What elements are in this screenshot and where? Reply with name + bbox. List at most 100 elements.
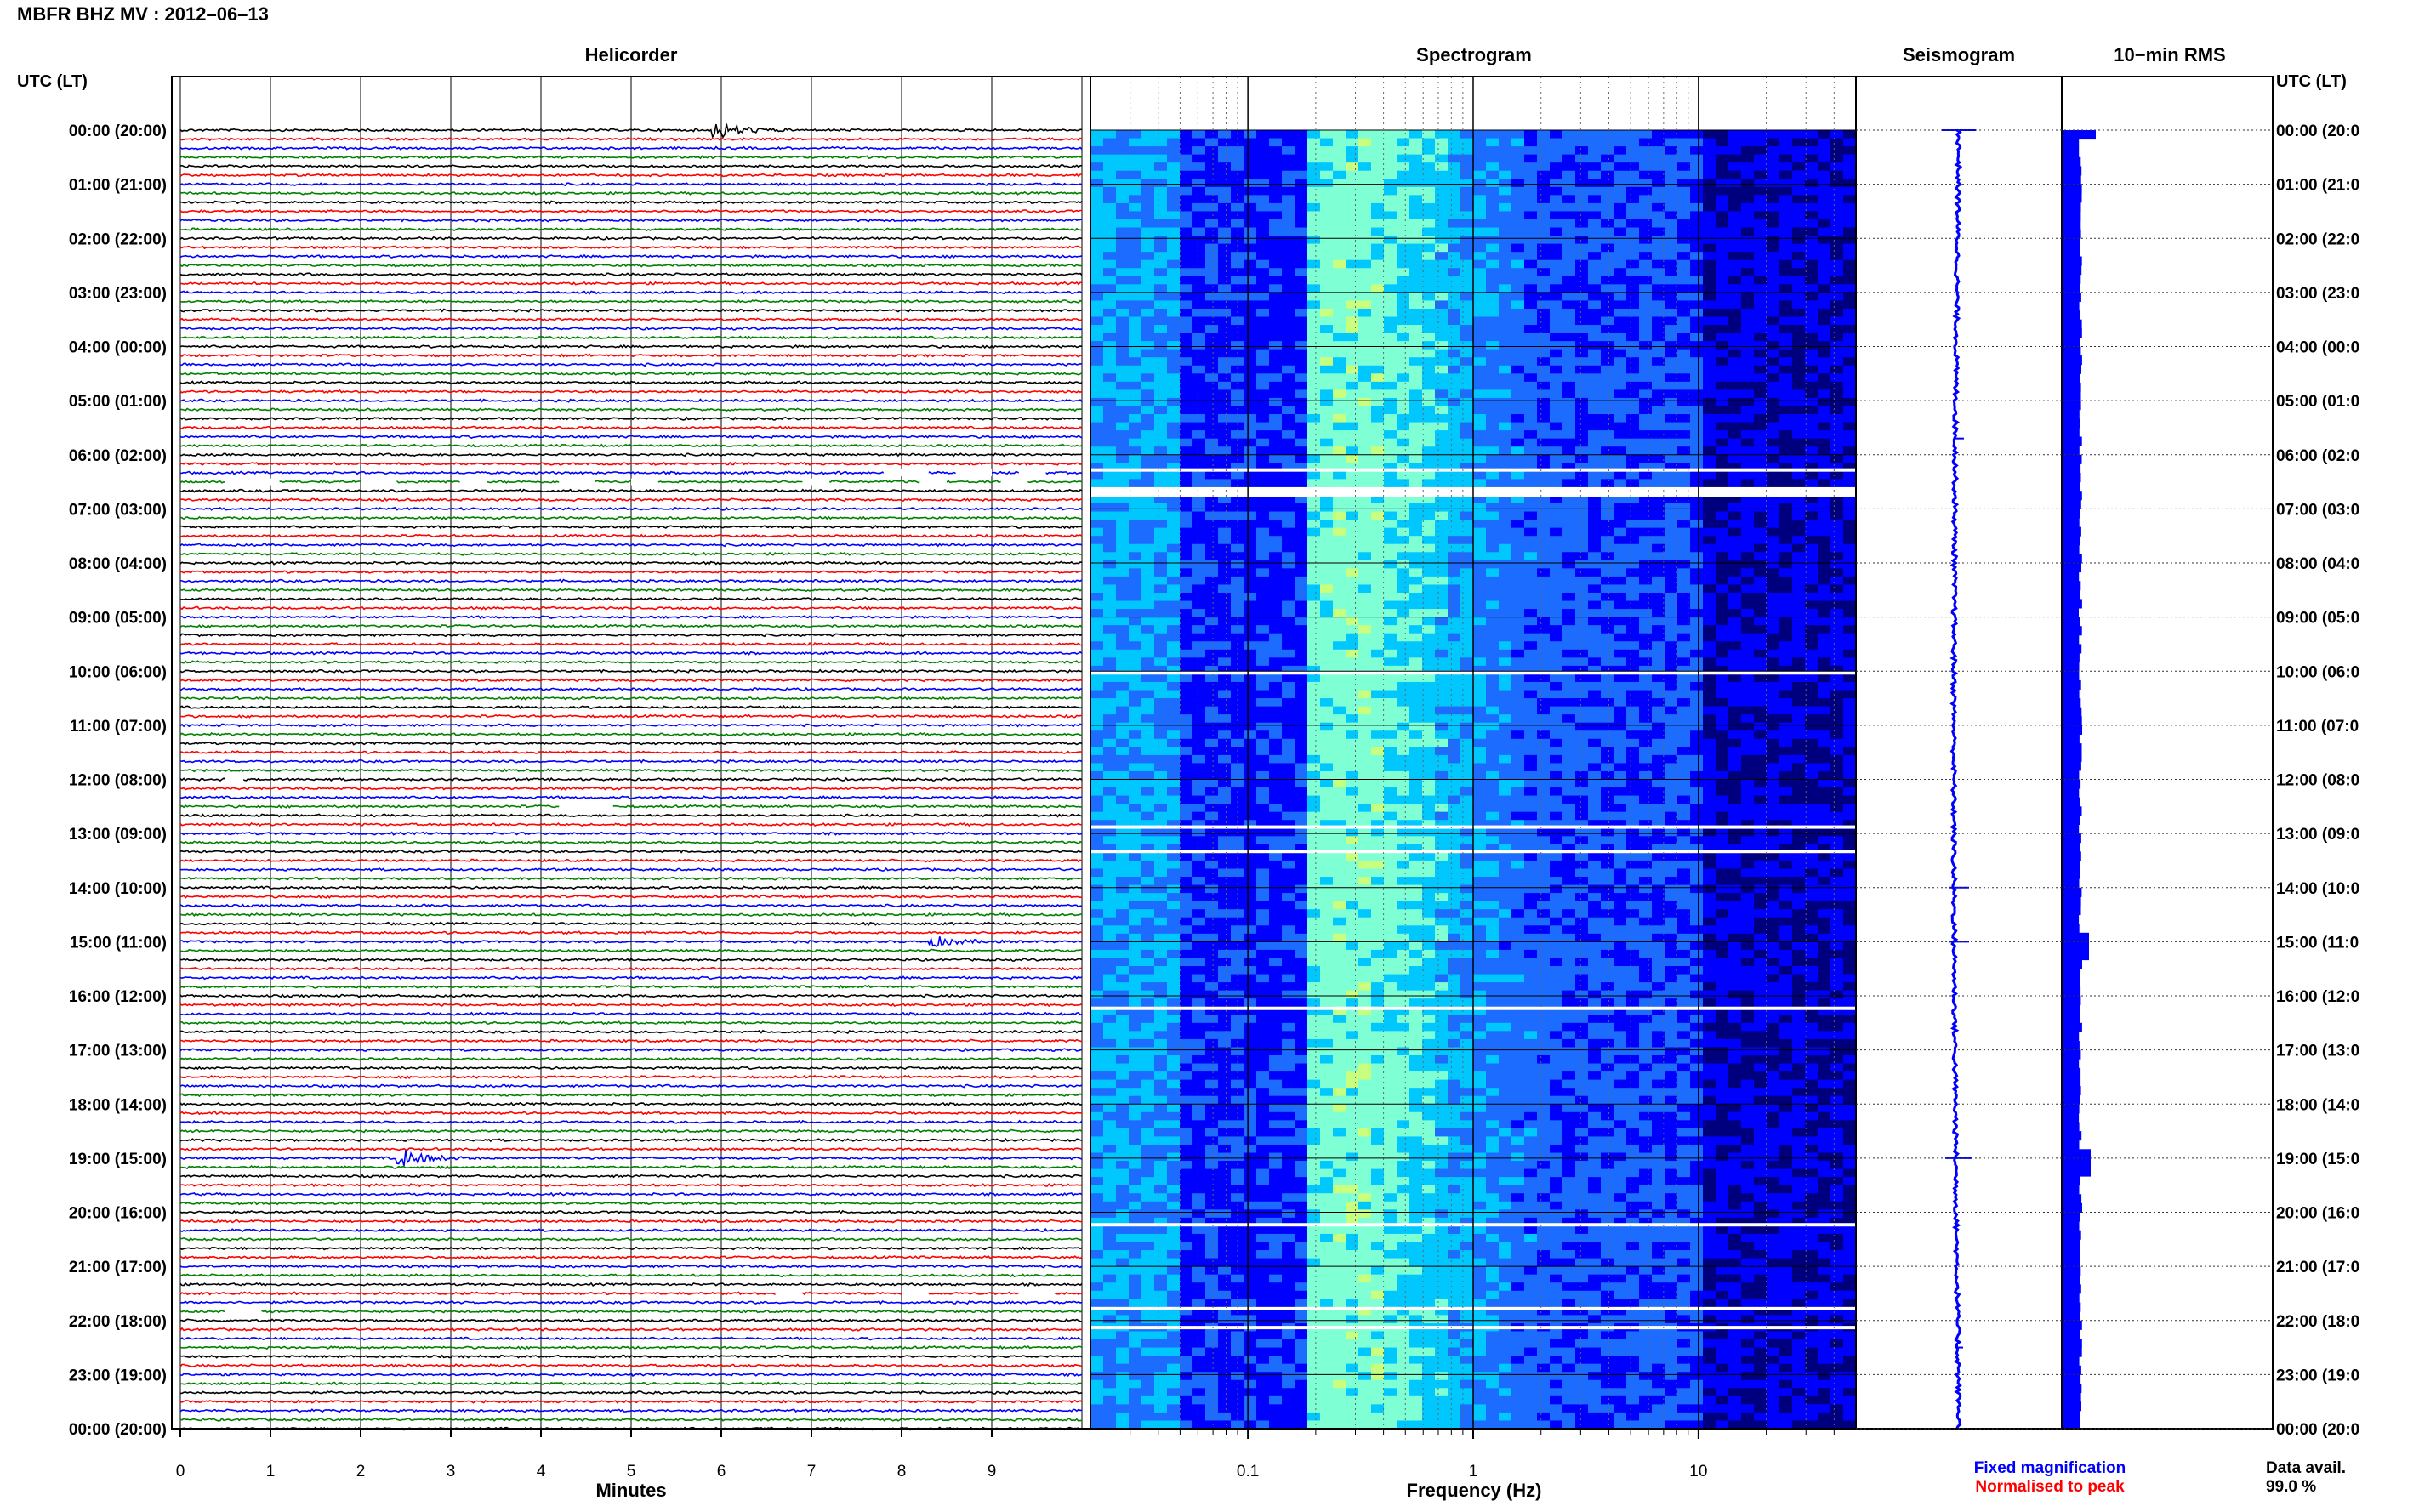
spectrogram-cell (1409, 641, 1423, 651)
spectrogram-cell (1180, 941, 1193, 951)
spectrogram-cell (1371, 738, 1385, 747)
spectrogram-cell (1422, 1331, 1436, 1340)
spectrogram-cell (1192, 1047, 1206, 1056)
spectrogram-cell (1103, 1144, 1117, 1154)
spectrogram-cell (1358, 1152, 1372, 1162)
spectrogram-cell (1231, 1193, 1244, 1202)
spectrogram-cell (1346, 1095, 1359, 1105)
spectrogram-cell (1409, 568, 1423, 577)
spectrogram-cell (1180, 1079, 1193, 1089)
spectrogram-cell (1384, 1185, 1397, 1194)
spectrogram-cell (1333, 130, 1346, 139)
spectrogram-cell (1192, 560, 1206, 569)
spectrogram-cell (1295, 389, 1308, 399)
spectrogram-cell (1371, 990, 1385, 999)
spectrogram-cell (1090, 893, 1104, 902)
spectrogram-cell (1358, 1412, 1372, 1422)
spectrogram-cell (1397, 1290, 1410, 1299)
spectrogram-cell (1384, 1209, 1397, 1219)
spectrogram-cell (1346, 138, 1359, 147)
spectrogram-cell (1460, 543, 1474, 553)
spectrogram-cell (1231, 1136, 1244, 1145)
spectrogram-cell (1409, 373, 1423, 383)
spectrogram-cell (1090, 1161, 1104, 1170)
spectrogram-cell (1307, 341, 1321, 350)
spectrogram-cell (1103, 665, 1117, 675)
helicorder-trace (179, 605, 1083, 611)
spectrogram-cell (1307, 422, 1321, 431)
spectrogram-cell (1180, 1209, 1193, 1219)
spectrogram-cell (1435, 454, 1449, 463)
spectrogram-cell (1103, 316, 1117, 326)
spectrogram-cell (1346, 219, 1359, 229)
spectrogram-cell (1295, 877, 1308, 886)
spectrogram-cell (1295, 162, 1308, 172)
spectrogram-cell (1346, 649, 1359, 658)
spectrogram-cell (1346, 154, 1359, 163)
spectrogram-cell (1218, 690, 1232, 699)
spectrogram-cell (1244, 706, 1257, 715)
spectrogram-cell (1192, 974, 1206, 983)
spectrogram-cell (1192, 770, 1206, 781)
spectrogram-cell (1320, 1095, 1334, 1105)
spectrogram-cell (1448, 609, 1461, 618)
spectrogram-cell (1371, 811, 1385, 821)
spectrogram-cell (1448, 706, 1461, 715)
helicorder-trace (180, 1318, 1083, 1323)
spectrogram-cell (1244, 665, 1257, 675)
spectrogram-cell (1116, 811, 1130, 821)
spectrogram-cell (1244, 1128, 1257, 1138)
spectrogram-cell (1103, 389, 1117, 399)
spectrogram-cell (1256, 779, 1270, 788)
spectrogram-cell (1346, 463, 1359, 472)
spectrogram-cell (1167, 966, 1181, 975)
spectrogram-cell (1397, 738, 1410, 747)
spectrogram-cell (1371, 681, 1385, 691)
spectrogram-cell (1231, 495, 1244, 504)
helicorder-trace (179, 200, 1083, 205)
spectrogram-cell (1282, 389, 1295, 399)
spectrogram-cell (1282, 852, 1295, 861)
spectrogram-cell (1205, 1144, 1219, 1154)
spectrogram-cell (1307, 1331, 1321, 1340)
spectrogram-cell (1295, 998, 1308, 1008)
spectrogram-cell (1192, 1299, 1206, 1308)
spectrogram-cell (1192, 252, 1206, 261)
spectrogram-cell (1346, 1299, 1359, 1308)
spectrogram-cell (1346, 665, 1359, 675)
spectrogram-cell (1244, 974, 1257, 983)
spectrogram-cell (1129, 1372, 1142, 1381)
spectrogram-cell (1256, 195, 1270, 204)
spectrogram-cell (1346, 276, 1359, 285)
spectrogram-cell (1154, 365, 1168, 374)
spectrogram-cell (1103, 543, 1117, 553)
spectrogram-cell (1231, 584, 1244, 594)
spectrogram-cell (1435, 982, 1449, 992)
spectrogram-cell (1346, 503, 1359, 513)
spectrogram-cell (1358, 1071, 1372, 1081)
helicorder-trace (179, 1246, 1083, 1251)
spectrogram-cell (1295, 868, 1308, 878)
spectrogram-cell (1358, 909, 1372, 918)
spectrogram-cell (1371, 300, 1385, 310)
spectrogram-cell (1141, 1379, 1155, 1389)
spectrogram-cell (1295, 844, 1308, 853)
spectrogram-cell (1269, 770, 1283, 781)
spectrogram-cell (1129, 617, 1142, 626)
spectrogram-cell (1448, 584, 1461, 594)
spectrogram-cell (1205, 1412, 1219, 1422)
spectrogram-cell (1269, 316, 1283, 326)
spectrogram-cell (1205, 438, 1219, 447)
spectrogram-cell (1307, 1152, 1321, 1162)
spectrogram-cell (1460, 917, 1474, 926)
spectrogram-cell (1435, 1258, 1449, 1267)
spectrogram-cell (1167, 1217, 1181, 1226)
spectrogram-cell (1218, 1031, 1232, 1040)
spectrogram-cell (1269, 276, 1283, 285)
spectrogram-cell (1448, 195, 1461, 204)
spectrogram-cell (1167, 990, 1181, 999)
spectrogram-cell (1116, 884, 1130, 894)
spectrogram-cell (1090, 1363, 1104, 1373)
spectrogram-cell (1205, 1372, 1219, 1381)
spectrogram-cell (1307, 1168, 1321, 1178)
